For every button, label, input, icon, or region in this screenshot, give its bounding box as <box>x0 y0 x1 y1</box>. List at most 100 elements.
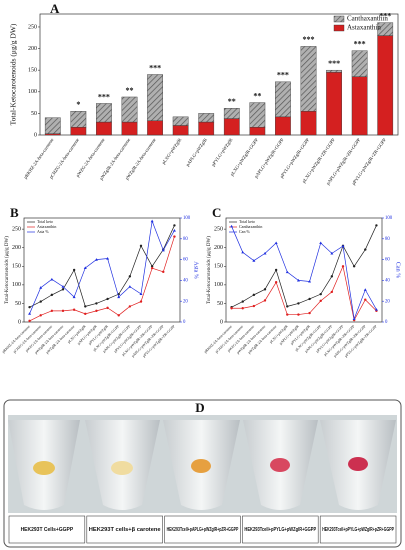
line <box>29 219 175 314</box>
marker <box>308 279 312 283</box>
marker <box>117 295 121 299</box>
bar-segment <box>223 118 240 136</box>
line <box>231 265 377 322</box>
legend-label: Astaxanthin <box>37 224 56 229</box>
marker <box>330 251 334 255</box>
marker <box>106 257 110 260</box>
significance: ** <box>253 91 261 100</box>
caption: HEK293Tcell+pPYLG+pWZglR+pZR+GGPP <box>322 527 394 533</box>
y-axis-label: Total-Ketocarotenoids (μg/g DW) <box>5 236 10 304</box>
marker <box>319 292 322 296</box>
marker <box>263 299 267 302</box>
x-tick-label: pAPLG+pWZglR+GGPP <box>253 137 284 179</box>
bar-segment <box>223 108 240 119</box>
marker <box>95 309 98 313</box>
caption-box <box>242 515 319 544</box>
x-tick-label: pPYLG+pWZglR+GGPP <box>279 137 310 179</box>
y-tick-label: 150 <box>12 264 21 270</box>
marker <box>72 308 76 311</box>
caption-box <box>8 515 86 544</box>
marker <box>28 312 32 315</box>
marker <box>39 314 42 317</box>
panel-d: D <box>3 399 402 548</box>
marker <box>139 292 143 296</box>
legend-label: Canthaxanthin <box>239 224 262 229</box>
marker <box>374 308 378 311</box>
marker <box>241 300 244 303</box>
line <box>29 236 175 322</box>
bar-segment <box>96 121 112 136</box>
plot-frame <box>39 13 399 136</box>
marker <box>61 285 65 288</box>
bar-segment <box>44 117 61 134</box>
marker <box>50 309 54 313</box>
caption-box <box>164 515 241 544</box>
marker <box>139 300 143 303</box>
marker <box>263 251 267 255</box>
marker <box>341 265 345 268</box>
y2-tick-label: 20 <box>183 299 188 304</box>
marker <box>106 297 109 301</box>
y2-tick-label: 0 <box>385 320 388 325</box>
marker <box>161 248 165 252</box>
marker <box>308 297 311 301</box>
x-tick-label: pPYLG+pWZglR <box>210 137 234 168</box>
bar-segment <box>300 111 317 136</box>
marker <box>375 224 378 227</box>
bar-segment <box>300 46 317 112</box>
marker <box>297 302 300 305</box>
y2-tick-label: 60 <box>183 258 188 263</box>
line <box>29 225 175 308</box>
panel-label: A <box>50 1 60 16</box>
marker <box>241 250 245 254</box>
bar-segment <box>377 22 394 36</box>
marker <box>252 304 256 308</box>
marker <box>72 268 76 272</box>
legend-label: Can % <box>239 229 250 234</box>
marker <box>285 270 289 274</box>
y2-tick-label: 40 <box>385 278 390 283</box>
tubes <box>8 420 396 510</box>
y2-tick-label: 80 <box>183 237 188 242</box>
marker <box>319 241 323 245</box>
significance: *** <box>328 59 340 68</box>
marker <box>94 258 98 261</box>
y-tick-label: 100 <box>12 282 21 288</box>
bar-segment <box>198 121 215 136</box>
y2-tick-label: 40 <box>183 278 188 283</box>
marker <box>274 281 278 284</box>
y-tick-label: 0 <box>220 319 223 325</box>
marker <box>364 248 367 251</box>
caption-box <box>319 515 397 544</box>
panel-label: B <box>10 205 19 220</box>
significance: ** <box>126 86 134 95</box>
y2-tick-label: 100 <box>385 216 393 221</box>
y2-tick-label: 20 <box>385 299 390 304</box>
bar-segment <box>249 102 266 128</box>
marker <box>341 244 345 248</box>
marker <box>150 265 154 268</box>
significance: *** <box>277 71 289 80</box>
y-tick-label: 200 <box>12 245 21 251</box>
marker <box>252 293 256 297</box>
y-tick-label: 200 <box>214 245 223 251</box>
marker <box>230 307 233 310</box>
marker <box>28 319 31 323</box>
bar-segment <box>121 96 138 123</box>
bar-segment <box>172 116 189 126</box>
line <box>231 225 377 308</box>
marker <box>263 288 267 291</box>
x-tick-label: pAPLG+pWZglR <box>185 137 209 168</box>
y-tick-label: 250 <box>214 227 223 233</box>
marker <box>352 265 356 268</box>
marker <box>173 224 176 227</box>
significance: *** <box>98 92 110 101</box>
y-axis-label: Total-Ketocarotenoids (μg/g DW) <box>207 236 212 304</box>
marker <box>162 270 165 274</box>
y2-axis-label: Can % <box>395 262 401 278</box>
significance: ** <box>228 97 236 106</box>
caption: HEK293T Cells+GGPP <box>21 527 74 533</box>
y-tick-label: 250 <box>12 227 21 233</box>
panel-label: C <box>212 205 221 220</box>
